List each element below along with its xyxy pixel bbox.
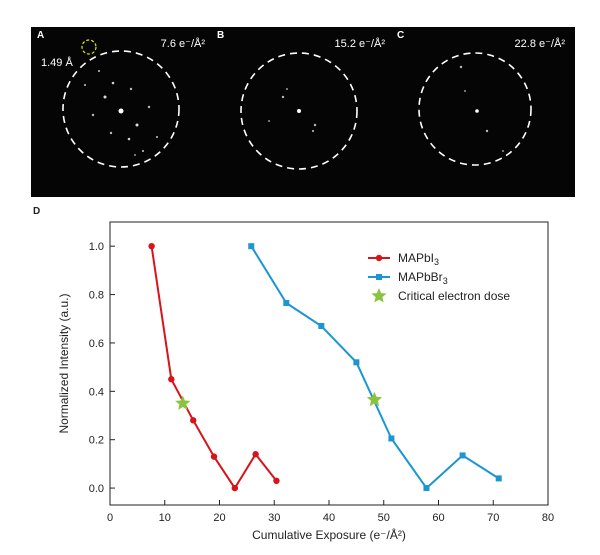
- diffraction-panel-b: B 15.2 e⁻/Å²: [211, 27, 395, 197]
- data-point-mapbbr3: [459, 452, 466, 459]
- diffraction-pattern-c: [418, 52, 532, 166]
- critical-dose-star: [366, 391, 383, 407]
- x-tick-label: 30: [268, 512, 280, 524]
- legend-label-critical-dose: Critical electron dose: [398, 289, 510, 303]
- x-axis-label: Cumulative Exposure (e⁻/Å²): [252, 527, 406, 542]
- data-point-mapbi3: [252, 451, 259, 458]
- y-axis-label: Normalized Intensity (a.u.): [57, 293, 71, 433]
- data-point-mapbbr3: [388, 435, 395, 442]
- data-point-mapbbr3: [495, 475, 502, 482]
- diffraction-panel-a: A 7.6 e⁻/Å² 1.49 Å: [31, 27, 215, 197]
- diffraction-pattern-a: [62, 39, 180, 168]
- dose-label-c: 22.8 e⁻/Å²: [514, 38, 565, 50]
- y-tick-label: 0.6: [89, 338, 104, 350]
- x-tick-label: 80: [542, 512, 554, 524]
- legend-label-mapbbr3: MAPbBr3: [398, 270, 448, 286]
- data-point-mapbbr3: [353, 359, 360, 366]
- x-tick-label: 50: [378, 512, 390, 524]
- x-tick-label: 20: [213, 512, 225, 524]
- diffraction-pattern-b: [240, 52, 358, 170]
- y-tick-label: 0.4: [89, 386, 104, 398]
- data-point-mapbbr3: [318, 323, 325, 330]
- data-point-mapbi3: [148, 242, 155, 250]
- legend-marker-mapbbr3: [376, 274, 382, 280]
- x-tick-label: 10: [159, 512, 171, 524]
- data-point-mapbi3: [210, 453, 218, 460]
- legend-marker-critical-dose: [371, 288, 387, 303]
- critical-dose-star: [175, 395, 191, 410]
- y-tick-label: 0.0: [89, 483, 104, 495]
- data-point-mapbi3: [273, 477, 280, 485]
- data-point-mapbbr3: [423, 485, 430, 492]
- data-point-mapbi3: [231, 484, 239, 492]
- series-line-mapbbr3: [250, 245, 500, 490]
- data-point-mapbbr3: [248, 243, 255, 250]
- legend-label-mapbi3: MAPbI3: [398, 251, 439, 267]
- dose-label-a: 7.6 e⁻/Å²: [160, 38, 205, 50]
- y-tick-label: 0.2: [89, 435, 104, 447]
- y-tick-label: 0.8: [89, 290, 104, 302]
- panel-label-d: D: [33, 206, 41, 217]
- diffraction-panel-c: C 22.8 e⁻/Å²: [391, 27, 575, 197]
- plot-frame: [109, 221, 549, 506]
- x-tick-label: 40: [323, 512, 335, 524]
- y-tick-label: 1.0: [89, 241, 104, 253]
- data-point-mapbi3: [168, 376, 175, 383]
- resolution-label: 1.49 Å: [41, 57, 73, 69]
- x-tick-label: 70: [487, 512, 499, 524]
- panel-label-b: B: [217, 30, 225, 41]
- data-point-mapbbr3: [283, 300, 290, 307]
- dose-label-b: 15.2 e⁻/Å²: [334, 38, 385, 50]
- data-point-mapbi3: [190, 417, 197, 424]
- panel-label-c: C: [397, 30, 405, 41]
- legend-marker-mapbi3: [375, 254, 383, 262]
- x-tick-label: 60: [432, 512, 444, 524]
- x-tick-label: 0: [107, 512, 113, 524]
- panel-label-a: A: [37, 30, 45, 41]
